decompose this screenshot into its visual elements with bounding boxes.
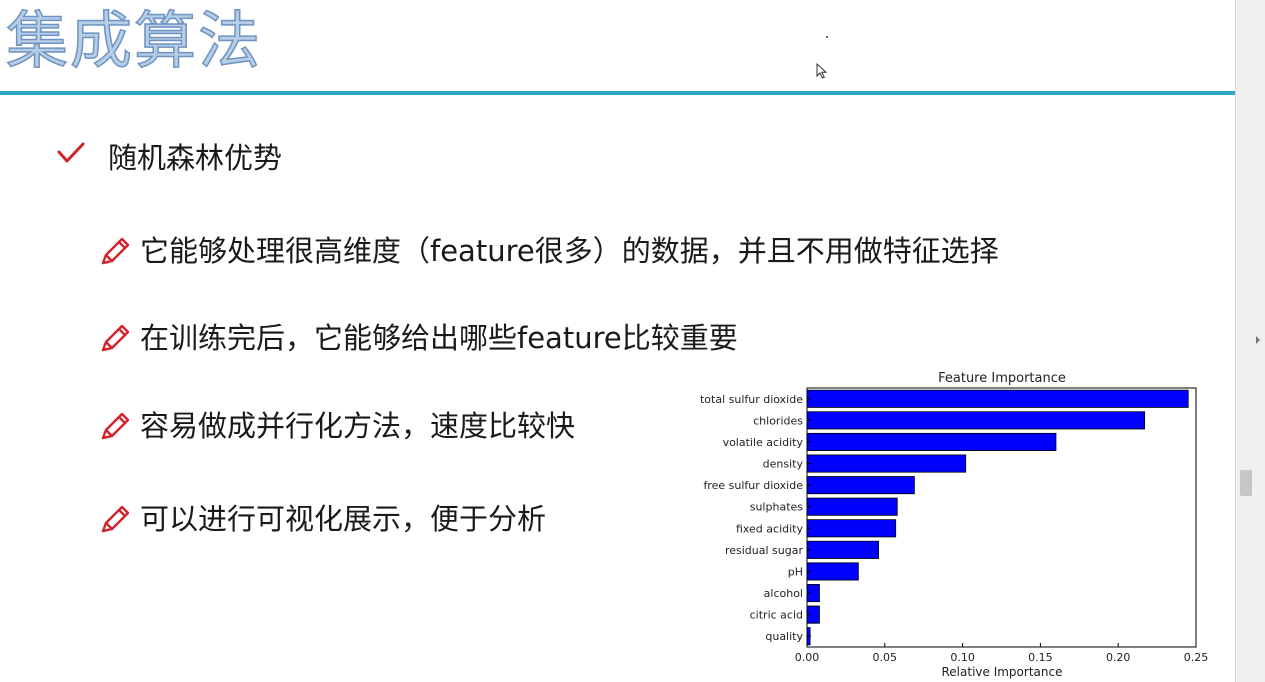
scrollbar-thumb[interactable] [1240,470,1252,496]
pencil-icon [101,237,130,265]
x-tick-label: 0.05 [873,651,898,664]
bar [806,454,967,473]
pencil-icon [101,505,130,533]
y-tick-label: fixed acidity [736,522,804,535]
plot-frame [806,387,1197,648]
chart-title: Feature Importance [938,371,1066,386]
y-tick-label: total sulfur dioxide [700,393,803,406]
bar [806,476,915,495]
y-tick-label: sulphates [750,501,804,514]
title-divider [0,91,1235,95]
bullet-text: 容易做成并行化方法，速度比较快 [140,409,576,443]
y-tick-label: chlorides [753,414,803,427]
bar [806,432,1057,451]
bar [806,497,898,516]
chart-bars [806,389,1189,646]
bar [806,411,1146,430]
slide: 集成算法 随机森林优势 它能够处理很高维度（feature很多）的数据，并且不用… [0,3,1235,679]
x-tick-label: 0.15 [1028,651,1053,664]
y-tick-label: density [763,458,804,471]
check-icon [57,142,85,163]
slide-title: 集成算法 [5,3,263,78]
x-tick-label: 0.20 [1106,651,1131,664]
feature-importance-chart: Feature Importance total sulfur dioxide c… [700,371,1208,679]
y-tick-label: pH [788,565,803,578]
pencil-icon [101,324,130,352]
y-tick-label: volatile acidity [723,436,804,449]
bar [806,562,859,581]
vertical-scrollbar[interactable] [1235,0,1265,682]
y-tick-label: free sulfur dioxide [703,479,803,492]
stray-dot [826,36,828,38]
x-tick-label: 0.10 [950,651,975,664]
y-tick-label: alcohol [764,587,803,600]
bar [806,389,1189,408]
bar [806,519,897,538]
y-tick-label: residual sugar [725,544,804,557]
cursor-icon [816,63,828,79]
y-tick-label: quality [765,630,803,643]
bullet-text: 可以进行可视化展示，便于分析 [140,502,547,536]
bullet-text: 它能够处理很高维度（feature很多）的数据，并且不用做特征选择 [140,234,999,268]
bar [806,540,879,559]
heading-text: 随机森林优势 [108,141,283,175]
pencil-icon [101,412,130,440]
bullet-text: 在训练完后，它能够给出哪些feature比较重要 [140,321,738,355]
chevron-right-icon[interactable] [1254,334,1262,346]
chart-axes: total sulfur dioxide chlorides volatile ac… [700,393,1208,664]
x-tick-label: 0.25 [1184,651,1209,664]
x-tick-label: 0.00 [795,651,820,664]
x-axis-label: Relative Importance [942,665,1063,679]
y-tick-label: citric acid [750,609,803,622]
